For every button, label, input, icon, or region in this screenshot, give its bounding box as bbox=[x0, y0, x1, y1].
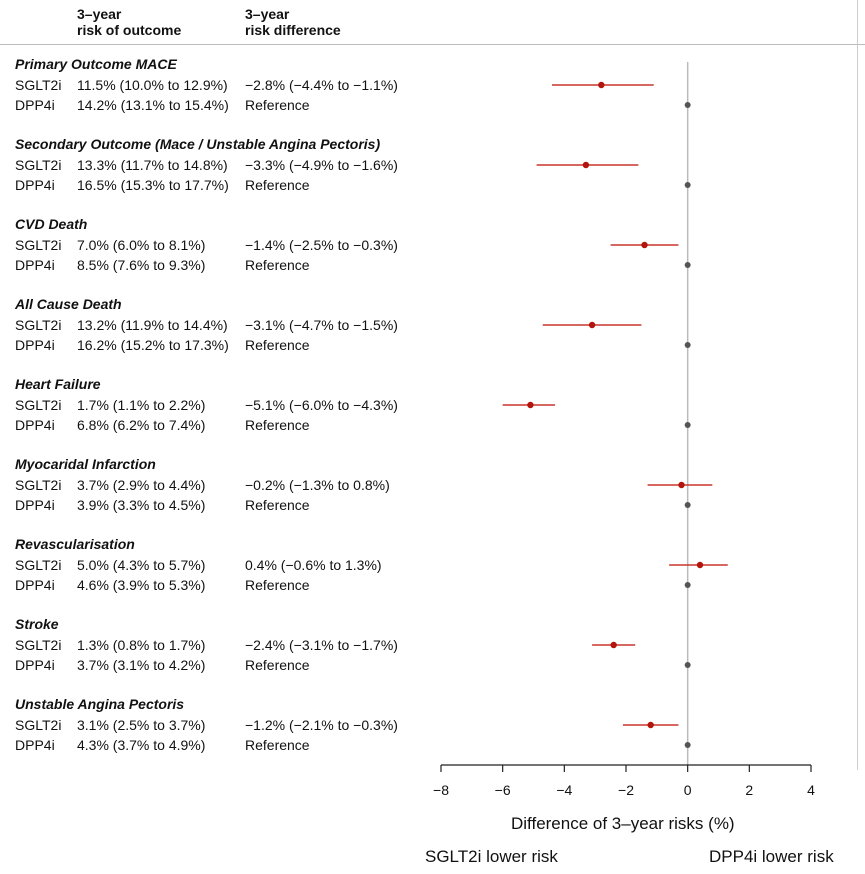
reference-point bbox=[684, 742, 691, 748]
drug-label: DPP4i bbox=[15, 657, 55, 673]
header-diff-line1: 3–year bbox=[245, 6, 290, 22]
group-title: Myocaridal Infarction bbox=[15, 456, 156, 472]
point-estimate bbox=[641, 241, 648, 249]
risk-difference: −1.2% (−2.1% to −0.3%) bbox=[245, 717, 398, 733]
drug-label: SGLT2i bbox=[15, 717, 62, 733]
risk-difference: −3.3% (−4.9% to −1.6%) bbox=[245, 157, 398, 173]
header-risk-line2: risk of outcome bbox=[77, 22, 182, 38]
group-title: Revascularisation bbox=[15, 536, 135, 552]
group-title: All Cause Death bbox=[15, 296, 122, 312]
reference-point bbox=[684, 422, 691, 428]
risk-value: 1.3% (0.8% to 1.7%) bbox=[77, 637, 206, 653]
point-estimate bbox=[588, 321, 596, 329]
point-estimate bbox=[610, 641, 617, 649]
drug-label: DPP4i bbox=[15, 417, 55, 433]
point-estimate bbox=[527, 401, 534, 409]
reference-point bbox=[684, 342, 691, 348]
risk-value: 3.7% (2.9% to 4.4%) bbox=[77, 477, 206, 493]
risk-difference: Reference bbox=[245, 737, 310, 753]
risk-difference: Reference bbox=[245, 177, 310, 193]
risk-difference: −2.8% (−4.4% to −1.1%) bbox=[245, 77, 398, 93]
drug-label: SGLT2i bbox=[15, 557, 62, 573]
reference-point bbox=[684, 662, 691, 668]
point-estimate bbox=[696, 561, 704, 569]
risk-difference: −1.4% (−2.5% to −0.3%) bbox=[245, 237, 398, 253]
left-annotation: SGLT2i lower risk bbox=[425, 847, 558, 866]
header-divider bbox=[0, 44, 865, 45]
point-estimate bbox=[647, 721, 654, 729]
risk-value: 11.5% (10.0% to 12.9%) bbox=[77, 77, 228, 93]
risk-difference: 0.4% (−0.6% to 1.3%) bbox=[245, 557, 382, 573]
risk-difference: Reference bbox=[245, 257, 310, 273]
risk-difference: Reference bbox=[245, 417, 310, 433]
point-estimate bbox=[598, 81, 605, 89]
drug-label: SGLT2i bbox=[15, 77, 62, 93]
drug-label: SGLT2i bbox=[15, 637, 62, 653]
x-tick-label: 4 bbox=[807, 782, 815, 798]
risk-value: 4.3% (3.7% to 4.9%) bbox=[77, 737, 206, 753]
group-title: Heart Failure bbox=[15, 376, 101, 392]
group-title: Stroke bbox=[15, 616, 59, 632]
risk-difference: Reference bbox=[245, 337, 310, 353]
risk-value: 13.3% (11.7% to 14.8%) bbox=[77, 157, 228, 173]
risk-value: 6.8% (6.2% to 7.4%) bbox=[77, 417, 206, 433]
risk-difference: −2.4% (−3.1% to −1.7%) bbox=[245, 637, 398, 653]
risk-value: 3.1% (2.5% to 3.7%) bbox=[77, 717, 206, 733]
risk-value: 14.2% (13.1% to 15.4%) bbox=[77, 97, 229, 113]
risk-value: 1.7% (1.1% to 2.2%) bbox=[77, 397, 206, 413]
x-tick-label: −2 bbox=[618, 782, 634, 798]
drug-label: SGLT2i bbox=[15, 157, 62, 173]
drug-label: DPP4i bbox=[15, 97, 55, 113]
group-title: CVD Death bbox=[15, 216, 88, 232]
x-tick-label: 0 bbox=[684, 782, 692, 798]
header-risk-line1: 3–year bbox=[77, 6, 122, 22]
x-tick-label: −6 bbox=[495, 782, 511, 798]
drug-label: SGLT2i bbox=[15, 397, 62, 413]
x-tick-label: −4 bbox=[556, 782, 572, 798]
risk-value: 13.2% (11.9% to 14.4%) bbox=[77, 317, 228, 333]
drug-label: DPP4i bbox=[15, 257, 55, 273]
reference-point bbox=[684, 582, 691, 588]
drug-label: SGLT2i bbox=[15, 237, 62, 253]
risk-difference: −0.2% (−1.3% to 0.8%) bbox=[245, 477, 390, 493]
risk-value: 3.7% (3.1% to 4.2%) bbox=[77, 657, 206, 673]
risk-difference: −5.1% (−6.0% to −4.3%) bbox=[245, 397, 398, 413]
x-tick-label: 2 bbox=[745, 782, 753, 798]
risk-difference: Reference bbox=[245, 657, 310, 673]
group-title: Unstable Angina Pectoris bbox=[15, 696, 185, 712]
x-axis-label: Difference of 3–year risks (%) bbox=[511, 814, 735, 833]
reference-point bbox=[684, 182, 691, 188]
x-tick-label: −8 bbox=[433, 782, 449, 798]
risk-difference: Reference bbox=[245, 497, 310, 513]
drug-label: DPP4i bbox=[15, 177, 55, 193]
risk-difference: −3.1% (−4.7% to −1.5%) bbox=[245, 317, 398, 333]
drug-label: SGLT2i bbox=[15, 317, 62, 333]
drug-label: SGLT2i bbox=[15, 477, 62, 493]
right-border bbox=[857, 0, 858, 770]
risk-value: 16.2% (15.2% to 17.3%) bbox=[77, 337, 229, 353]
point-estimate bbox=[582, 161, 590, 169]
drug-label: DPP4i bbox=[15, 577, 55, 593]
reference-point bbox=[684, 102, 691, 108]
risk-difference: Reference bbox=[245, 577, 310, 593]
risk-value: 16.5% (15.3% to 17.7%) bbox=[77, 177, 229, 193]
group-title: Primary Outcome MACE bbox=[15, 56, 177, 72]
risk-value: 3.9% (3.3% to 4.5%) bbox=[77, 497, 206, 513]
reference-point bbox=[684, 262, 691, 268]
risk-value: 8.5% (7.6% to 9.3%) bbox=[77, 257, 206, 273]
right-annotation: DPP4i lower risk bbox=[709, 847, 834, 866]
header-diff-line2: risk difference bbox=[245, 22, 341, 38]
risk-value: 4.6% (3.9% to 5.3%) bbox=[77, 577, 206, 593]
risk-value: 7.0% (6.0% to 8.1%) bbox=[77, 237, 206, 253]
point-estimate bbox=[678, 481, 685, 489]
risk-difference: Reference bbox=[245, 97, 310, 113]
risk-value: 5.0% (4.3% to 5.7%) bbox=[77, 557, 206, 573]
drug-label: DPP4i bbox=[15, 737, 55, 753]
group-title: Secondary Outcome (Mace / Unstable Angin… bbox=[15, 136, 381, 152]
drug-label: DPP4i bbox=[15, 337, 55, 353]
reference-point bbox=[684, 502, 691, 508]
drug-label: DPP4i bbox=[15, 497, 55, 513]
